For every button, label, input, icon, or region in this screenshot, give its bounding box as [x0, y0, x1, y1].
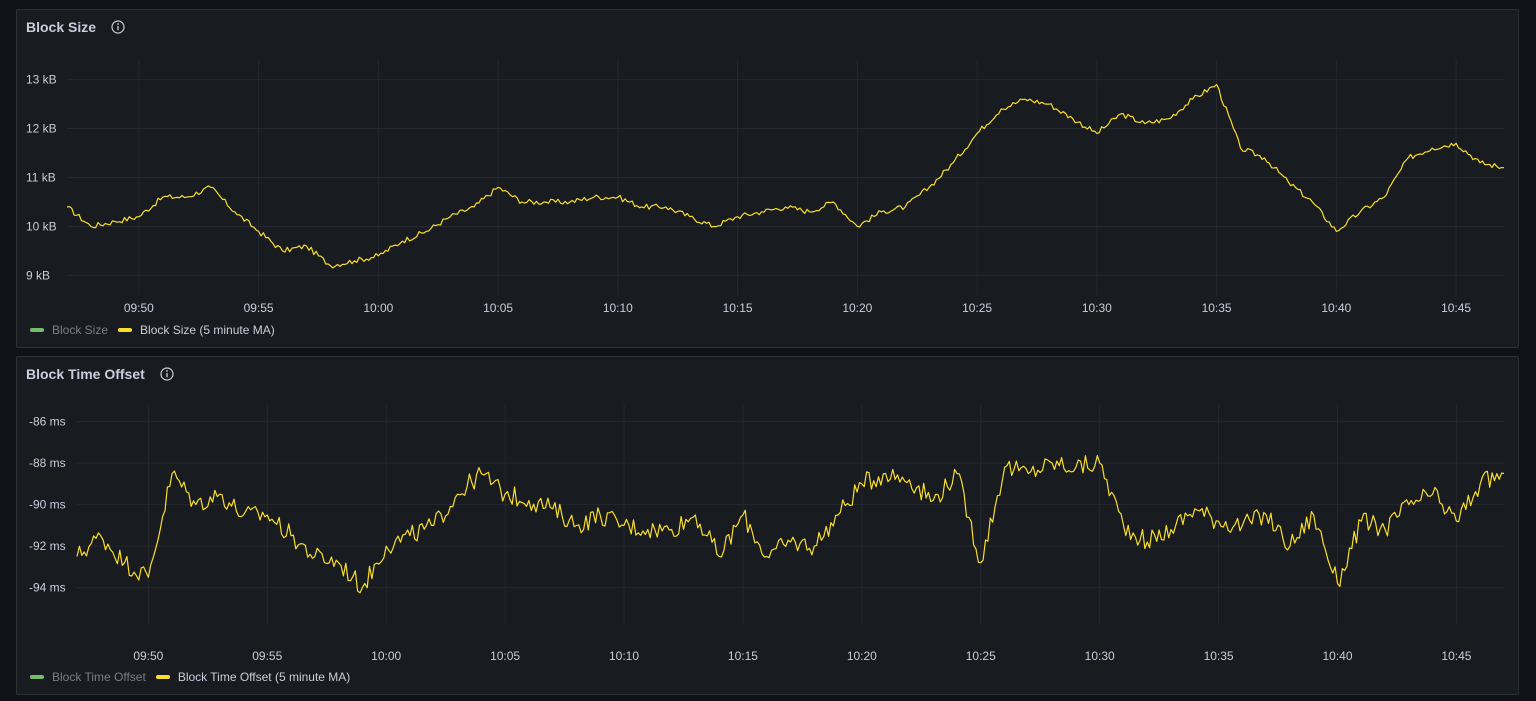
x-tick-label: 10:10 — [603, 301, 633, 315]
y-tick-label: 12 kB — [26, 122, 57, 136]
y-tick-label: -86 ms — [29, 415, 66, 429]
legend-swatch — [155, 675, 170, 679]
x-tick-label: 10:20 — [842, 301, 872, 315]
x-tick-label: 09:50 — [133, 649, 163, 663]
block-size-plot[interactable]: 13 kB 12 kB 11 kB 10 kB 9 kB 09:50 09:55 10:00 1… — [17, 10, 1520, 349]
series-line — [66, 83, 1505, 269]
legend-item-block-size-ma[interactable]: Block Size (5 minute MA) — [118, 323, 275, 337]
x-tick-label: 10:25 — [966, 649, 996, 663]
panel-header: Block Size — [26, 18, 126, 36]
series-line — [76, 455, 1505, 594]
panel-title: Block Time Offset — [26, 366, 145, 382]
x-tick-label: 10:05 — [483, 301, 513, 315]
panel-header: Block Time Offset — [26, 365, 175, 383]
legend-label: Block Time Offset — [52, 670, 146, 684]
legend-item-block-time-offset[interactable]: Block Time Offset — [30, 670, 146, 684]
x-tick-label: 10:00 — [371, 649, 401, 663]
x-tick-label: 10:25 — [962, 301, 992, 315]
legend-item-block-size[interactable]: Block Size — [30, 323, 108, 337]
block-time-offset-plot[interactable]: -86 ms -88 ms -90 ms -92 ms -94 ms 09:50 09:55… — [17, 357, 1520, 696]
legend-item-block-time-offset-ma[interactable]: Block Time Offset (5 minute MA) — [155, 670, 351, 684]
x-tick-label: 10:00 — [363, 301, 393, 315]
legend-label: Block Time Offset (5 minute MA) — [177, 670, 351, 684]
x-tick-label: 10:40 — [1323, 649, 1353, 663]
info-circle-icon[interactable] — [159, 366, 175, 382]
y-tick-label: 9 kB — [26, 268, 50, 282]
y-tick-label: 10 kB — [26, 219, 57, 233]
legend-label: Block Size (5 minute MA) — [140, 323, 275, 337]
x-tick-label: 10:30 — [1082, 301, 1112, 315]
x-tick-label: 09:55 — [244, 301, 274, 315]
y-tick-label: -94 ms — [29, 581, 66, 595]
y-tick-label: -90 ms — [29, 498, 66, 512]
y-tick-label: -88 ms — [29, 456, 66, 470]
y-tick-label: -92 ms — [29, 539, 66, 553]
x-tick-label: 10:35 — [1202, 301, 1232, 315]
y-tick-label: 11 kB — [26, 171, 56, 185]
x-tick-label: 10:45 — [1441, 649, 1471, 663]
legend-label: Block Size — [52, 323, 109, 337]
block-size-panel: 13 kB 12 kB 11 kB 10 kB 9 kB 09:50 09:55 10:00 1… — [16, 9, 1519, 348]
legend-swatch — [118, 328, 133, 332]
block-time-offset-panel: -86 ms -88 ms -90 ms -92 ms -94 ms 09:50 09:55… — [16, 356, 1519, 695]
x-tick-label: 10:40 — [1321, 301, 1351, 315]
info-circle-icon[interactable] — [110, 19, 126, 35]
y-tick-label: 13 kB — [26, 73, 57, 87]
x-tick-label: 10:45 — [1441, 301, 1471, 315]
legend: Block Size Block Size (5 minute MA) — [30, 323, 285, 337]
panel-title: Block Size — [26, 19, 97, 35]
x-tick-label: 09:55 — [252, 649, 282, 663]
legend-swatch — [30, 675, 44, 679]
legend: Block Time Offset Block Time Offset (5 m… — [30, 670, 360, 684]
x-tick-label: 10:35 — [1204, 649, 1234, 663]
legend-swatch — [30, 328, 44, 332]
x-tick-label: 09:50 — [124, 301, 154, 315]
x-tick-label: 10:30 — [1085, 649, 1115, 663]
x-tick-label: 10:10 — [609, 649, 639, 663]
x-tick-label: 10:05 — [490, 649, 520, 663]
x-tick-label: 10:15 — [728, 649, 758, 663]
x-tick-label: 10:20 — [847, 649, 877, 663]
x-tick-label: 10:15 — [723, 301, 753, 315]
